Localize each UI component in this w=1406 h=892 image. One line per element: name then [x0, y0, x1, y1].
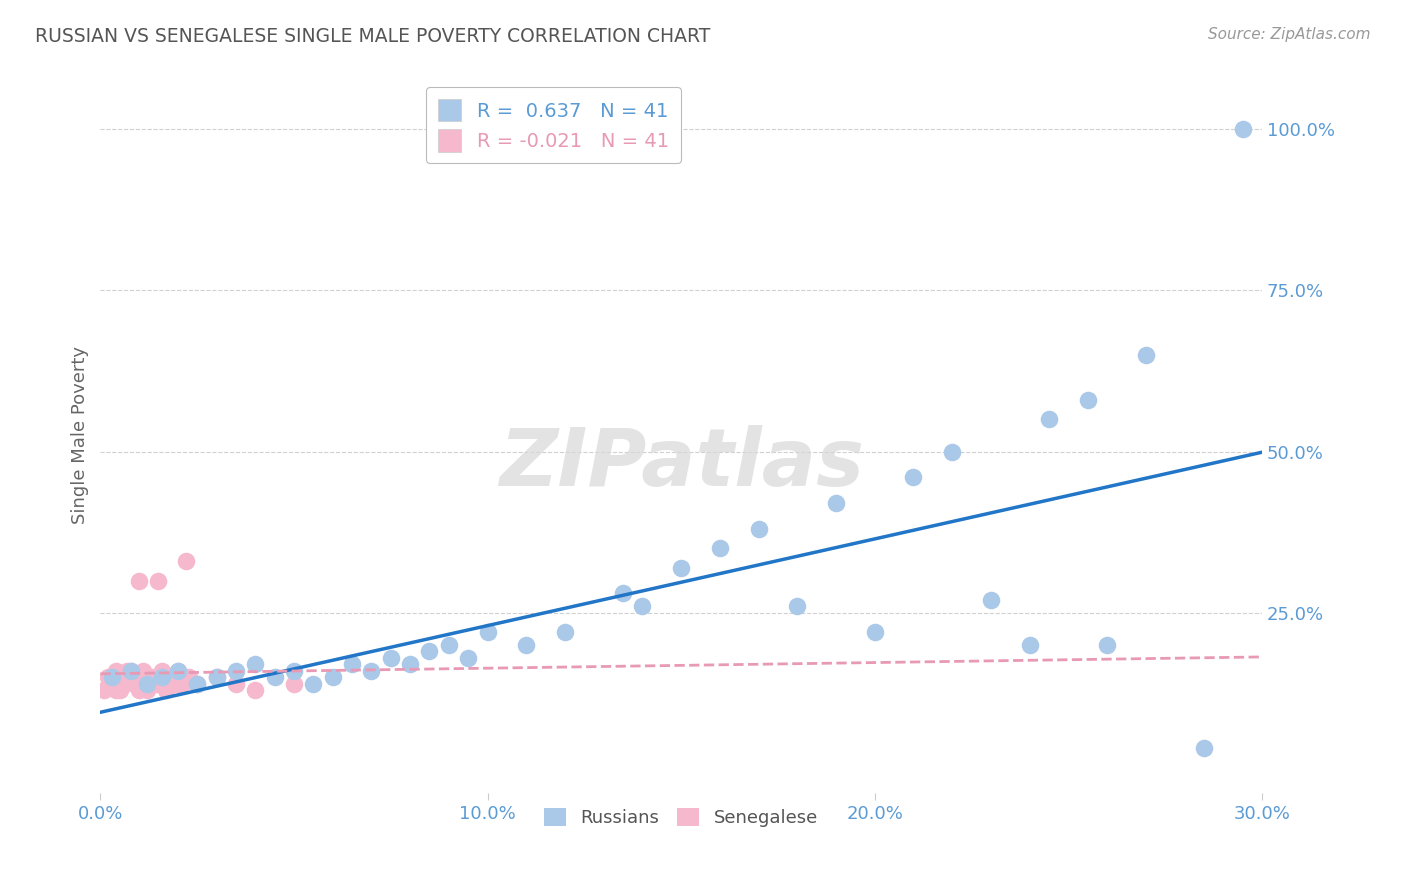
Point — [709, 541, 731, 556]
Point — [340, 657, 363, 672]
Point — [148, 676, 170, 690]
Point — [108, 670, 131, 684]
Point — [941, 444, 963, 458]
Point — [143, 676, 166, 690]
Point — [108, 683, 131, 698]
Point — [97, 670, 120, 684]
Point — [477, 625, 499, 640]
Point — [245, 657, 267, 672]
Point — [93, 683, 115, 698]
Point — [457, 651, 479, 665]
Point — [124, 676, 146, 690]
Point — [128, 574, 150, 588]
Point — [170, 676, 193, 690]
Point — [159, 670, 181, 684]
Point — [225, 676, 247, 690]
Point — [380, 651, 402, 665]
Point — [1018, 638, 1040, 652]
Point — [112, 670, 135, 684]
Point — [554, 625, 576, 640]
Point — [132, 664, 155, 678]
Point — [205, 670, 228, 684]
Point — [128, 670, 150, 684]
Point — [1077, 392, 1099, 407]
Point — [148, 574, 170, 588]
Point — [863, 625, 886, 640]
Point — [786, 599, 808, 614]
Point — [101, 676, 124, 690]
Point — [399, 657, 422, 672]
Point — [155, 683, 177, 698]
Point — [1232, 122, 1254, 136]
Point — [120, 664, 142, 678]
Point — [120, 670, 142, 684]
Point — [205, 670, 228, 684]
Point — [263, 670, 285, 684]
Text: ZIPatlas: ZIPatlas — [499, 425, 863, 503]
Point — [418, 644, 440, 658]
Point — [135, 676, 157, 690]
Point — [163, 676, 186, 690]
Point — [112, 676, 135, 690]
Point — [612, 586, 634, 600]
Point — [903, 470, 925, 484]
Point — [150, 664, 173, 678]
Point — [669, 560, 692, 574]
Point — [748, 522, 770, 536]
Point — [515, 638, 537, 652]
Point — [166, 676, 188, 690]
Point — [139, 670, 162, 684]
Point — [135, 683, 157, 698]
Point — [302, 676, 325, 690]
Point — [148, 670, 170, 684]
Point — [179, 670, 201, 684]
Point — [1095, 638, 1118, 652]
Point — [135, 676, 157, 690]
Point — [1192, 741, 1215, 756]
Y-axis label: Single Male Poverty: Single Male Poverty — [72, 346, 89, 524]
Point — [1135, 348, 1157, 362]
Point — [283, 676, 305, 690]
Point — [225, 664, 247, 678]
Point — [631, 599, 654, 614]
Point — [825, 496, 848, 510]
Point — [174, 554, 197, 568]
Point — [120, 664, 142, 678]
Point — [186, 676, 208, 690]
Text: RUSSIAN VS SENEGALESE SINGLE MALE POVERTY CORRELATION CHART: RUSSIAN VS SENEGALESE SINGLE MALE POVERT… — [35, 27, 710, 45]
Point — [166, 670, 188, 684]
Point — [360, 664, 382, 678]
Point — [166, 664, 188, 678]
Point — [245, 683, 267, 698]
Point — [128, 683, 150, 698]
Point — [322, 670, 344, 684]
Point — [104, 664, 127, 678]
Point — [437, 638, 460, 652]
Point — [150, 670, 173, 684]
Point — [283, 664, 305, 678]
Point — [980, 592, 1002, 607]
Point — [1038, 412, 1060, 426]
Point — [104, 683, 127, 698]
Legend: Russians, Senegalese: Russians, Senegalese — [537, 801, 825, 834]
Point — [108, 670, 131, 684]
Point — [166, 664, 188, 678]
Text: Source: ZipAtlas.com: Source: ZipAtlas.com — [1208, 27, 1371, 42]
Point — [101, 670, 124, 684]
Point — [186, 676, 208, 690]
Point — [101, 676, 124, 690]
Point — [117, 664, 139, 678]
